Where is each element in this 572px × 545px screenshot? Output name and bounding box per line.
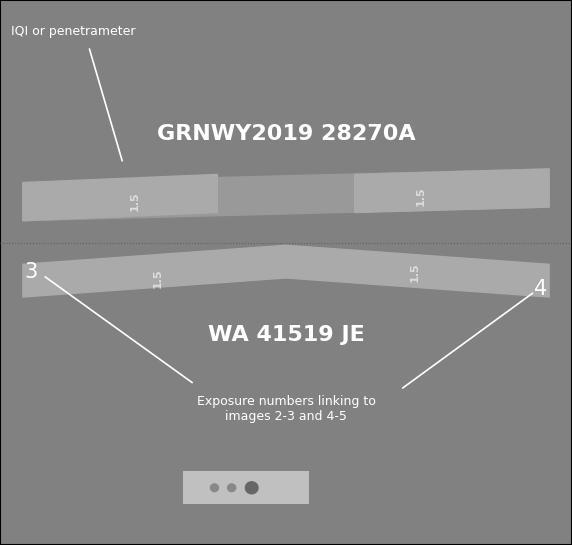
Polygon shape: [23, 169, 549, 221]
Text: IQI or penetrameter: IQI or penetrameter: [11, 25, 136, 38]
Polygon shape: [23, 245, 286, 297]
Text: GRNWY2019 28270A: GRNWY2019 28270A: [157, 124, 415, 143]
Text: 1.5: 1.5: [415, 186, 426, 206]
Polygon shape: [286, 245, 549, 297]
Circle shape: [228, 484, 236, 492]
Text: 1.5: 1.5: [410, 263, 420, 282]
Text: 1.5: 1.5: [152, 268, 162, 288]
Text: 4: 4: [534, 279, 547, 299]
Text: WA 41519 JE: WA 41519 JE: [208, 325, 364, 345]
Text: Exposure numbers linking to
images 2-3 and 4-5: Exposure numbers linking to images 2-3 a…: [197, 395, 375, 423]
Circle shape: [245, 482, 258, 494]
Polygon shape: [23, 174, 217, 221]
Polygon shape: [355, 169, 549, 213]
Text: 3: 3: [25, 263, 38, 282]
Circle shape: [210, 484, 219, 492]
Text: 1.5: 1.5: [129, 192, 140, 211]
Bar: [183, 471, 309, 504]
